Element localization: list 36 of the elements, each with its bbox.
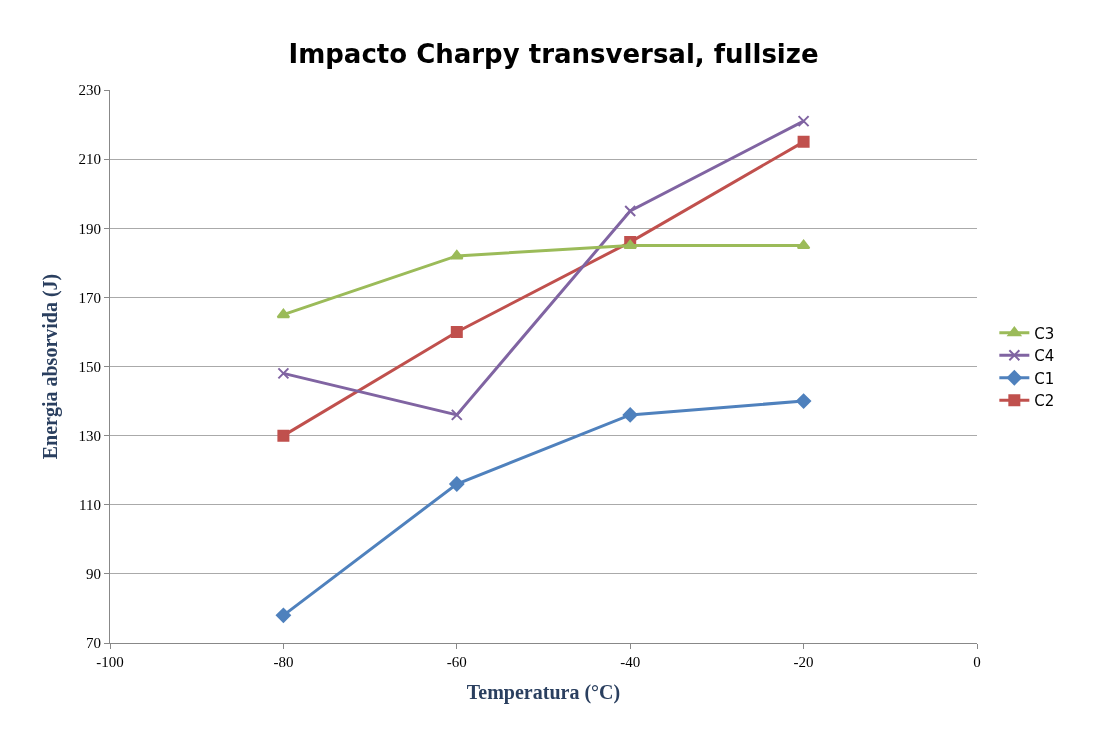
y-tick-label: 90 — [86, 566, 101, 583]
chart-title: Impacto Charpy transversal, fullsize — [288, 39, 819, 70]
y-tick-label: 130 — [78, 427, 101, 444]
y-tick-label: 230 — [78, 82, 101, 99]
point — [624, 204, 637, 217]
x-tick-label: -40 — [620, 654, 641, 670]
point — [450, 408, 463, 421]
y-tick-label: 150 — [78, 358, 101, 375]
point — [449, 476, 465, 492]
x-tick-label: -100 — [96, 654, 124, 670]
y-tick-label: 70 — [86, 635, 101, 652]
point — [450, 325, 463, 338]
point — [796, 239, 811, 250]
legend-label: C2 — [1034, 392, 1055, 411]
point — [622, 407, 638, 423]
y-tick-label: 190 — [78, 220, 101, 237]
legend-label: C3 — [1034, 324, 1055, 343]
y-tick-label: 210 — [78, 151, 101, 168]
y-tick-label: 110 — [79, 497, 101, 513]
point — [797, 135, 810, 148]
point — [276, 308, 291, 319]
point — [797, 115, 810, 128]
point — [277, 367, 290, 380]
x-axis-title: Temperatura (°C) — [466, 680, 621, 704]
x-tick-label: 0 — [973, 654, 981, 670]
point — [450, 249, 464, 260]
x-tick-label: -80 — [273, 654, 294, 670]
y-tick-label: 170 — [78, 289, 101, 306]
point — [796, 393, 812, 409]
legend-label: C4 — [1034, 347, 1055, 366]
x-tick-label: -60 — [446, 654, 467, 670]
point — [277, 429, 290, 442]
legend-label: C1 — [1034, 369, 1055, 388]
point — [275, 607, 291, 623]
x-tick-label: -20 — [793, 654, 814, 670]
y-axis-title: Energia absorvida (J) — [39, 273, 62, 460]
